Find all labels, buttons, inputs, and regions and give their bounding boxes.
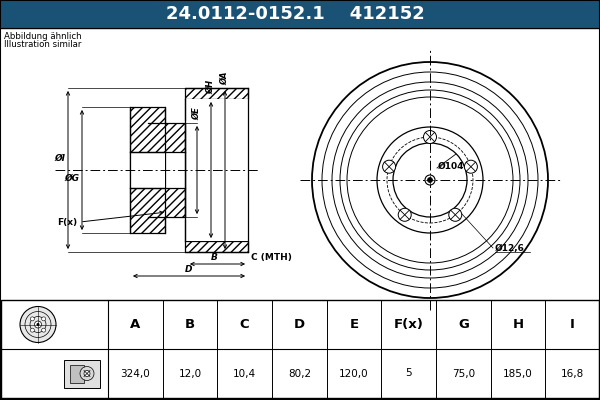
Text: E: E (349, 318, 359, 331)
Circle shape (398, 208, 411, 221)
Circle shape (383, 160, 395, 173)
Text: 16,8: 16,8 (561, 368, 584, 378)
Circle shape (464, 160, 478, 173)
Circle shape (424, 130, 437, 144)
Text: ØH: ØH (206, 80, 215, 94)
Text: Ø12,6: Ø12,6 (495, 244, 525, 252)
Circle shape (80, 366, 94, 380)
Text: ØG: ØG (64, 174, 79, 182)
Text: 120,0: 120,0 (339, 368, 369, 378)
Text: Ø104: Ø104 (438, 162, 464, 170)
Circle shape (377, 127, 483, 233)
Bar (0, 0, 600, 28)
Circle shape (84, 370, 90, 376)
Text: 5: 5 (406, 368, 412, 378)
Text: C (MTH): C (MTH) (251, 253, 292, 262)
Bar (130, 107, 165, 233)
Text: D: D (185, 265, 193, 274)
Text: 10,4: 10,4 (233, 368, 256, 378)
Text: F(x): F(x) (394, 318, 424, 331)
Text: D: D (294, 318, 305, 331)
Text: Illustration similar: Illustration similar (4, 40, 82, 49)
Circle shape (393, 143, 467, 217)
Text: C: C (240, 318, 250, 331)
Text: B: B (211, 253, 218, 262)
Text: 12,0: 12,0 (178, 368, 202, 378)
Text: ØE: ØE (193, 107, 202, 120)
Bar (64, 360, 100, 388)
Bar (0, 30, 600, 300)
Circle shape (41, 317, 46, 321)
Text: 185,0: 185,0 (503, 368, 533, 378)
Text: 24.0112-0152.1    412152: 24.0112-0152.1 412152 (166, 5, 424, 23)
Bar (70, 364, 84, 382)
Circle shape (449, 208, 462, 221)
Text: 75,0: 75,0 (452, 368, 475, 378)
Text: G: G (458, 318, 469, 331)
Circle shape (37, 323, 40, 326)
Circle shape (425, 175, 435, 185)
Bar (130, 152, 165, 188)
Text: B: B (185, 318, 195, 331)
Bar (1, 300, 599, 398)
Text: F(x): F(x) (57, 218, 77, 226)
Bar (1, 300, 599, 398)
Circle shape (35, 321, 41, 328)
Bar (185, 241, 248, 252)
Circle shape (20, 306, 56, 342)
Circle shape (41, 328, 46, 332)
Circle shape (427, 178, 433, 182)
Text: ØI: ØI (54, 154, 65, 162)
Text: ØA: ØA (221, 72, 229, 85)
Bar (130, 152, 185, 188)
Bar (148, 123, 185, 217)
Bar (185, 88, 248, 99)
Text: 80,2: 80,2 (288, 368, 311, 378)
Text: A: A (130, 318, 140, 331)
Text: I: I (570, 318, 575, 331)
Text: Abbildung ähnlich: Abbildung ähnlich (4, 32, 82, 41)
Text: 324,0: 324,0 (121, 368, 150, 378)
Text: H: H (512, 318, 524, 331)
Circle shape (31, 328, 34, 332)
Circle shape (312, 62, 548, 298)
Circle shape (31, 317, 34, 321)
Bar (185, 99, 248, 241)
